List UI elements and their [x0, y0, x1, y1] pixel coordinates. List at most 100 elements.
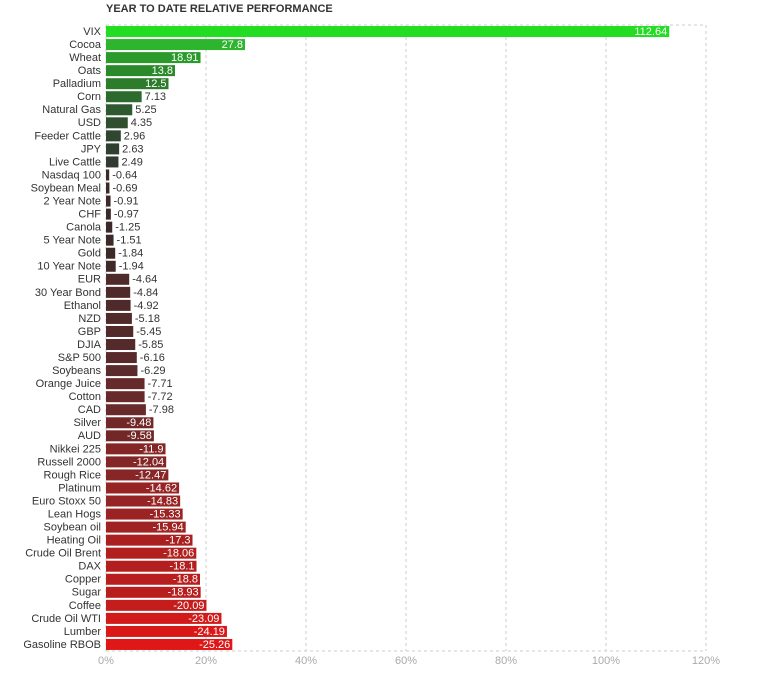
y-tick-label: Copper	[65, 574, 101, 586]
y-tick-label: Coffee	[69, 600, 101, 612]
bar	[106, 208, 111, 220]
value-label: 18.91	[171, 52, 199, 64]
value-label: -18.93	[167, 587, 198, 599]
y-tick-label: USD	[78, 117, 101, 129]
y-tick-label: Cotton	[69, 391, 101, 403]
value-label: -1.84	[118, 248, 143, 260]
value-label: -6.16	[140, 352, 165, 364]
value-label: 2.63	[122, 143, 143, 155]
bar	[106, 456, 167, 468]
value-label: -1.94	[119, 261, 144, 273]
value-label: -12.04	[133, 456, 164, 468]
y-tick-label: Lumber	[64, 626, 102, 638]
y-tick-label: DAX	[78, 561, 101, 573]
y-tick-label: Sugar	[72, 587, 102, 599]
bar	[106, 143, 120, 155]
value-label: 12.5	[145, 78, 166, 90]
y-tick-label: Canola	[66, 222, 102, 234]
bar	[106, 508, 183, 520]
y-tick-label: GBP	[78, 326, 101, 338]
value-label: -5.45	[136, 326, 161, 338]
y-tick-label: Lean Hogs	[48, 508, 102, 520]
y-tick-label: Live Cattle	[49, 156, 101, 168]
bar	[106, 260, 116, 272]
value-label: -11.9	[139, 443, 163, 455]
bar	[106, 156, 119, 168]
y-tick-label: Silver	[73, 417, 101, 429]
value-label: -18.1	[169, 561, 194, 573]
y-tick-label: 2 Year Note	[44, 195, 102, 207]
bar	[106, 26, 670, 38]
bar	[106, 482, 180, 494]
bar	[106, 117, 128, 129]
bar	[106, 417, 154, 429]
value-label: 7.13	[145, 91, 166, 103]
value-label: -9.48	[126, 417, 151, 429]
value-label: -4.64	[132, 274, 157, 286]
y-tick-label: Soybeans	[52, 365, 101, 377]
x-tick-label: 20%	[195, 655, 217, 667]
bar	[106, 221, 113, 233]
bar	[106, 586, 201, 598]
value-label: -0.97	[114, 209, 139, 221]
y-tick-label: 30 Year Bond	[35, 287, 101, 299]
y-tick-label: Heating Oil	[47, 535, 101, 547]
y-tick-label: Soybean oil	[44, 522, 102, 534]
y-tick-label: VIX	[83, 26, 101, 38]
y-tick-label: Corn	[77, 91, 101, 103]
y-tick-label: 10 Year Note	[37, 261, 101, 273]
y-tick-label: Cocoa	[69, 39, 102, 51]
y-tick-label: AUD	[78, 430, 101, 442]
value-label: -5.18	[135, 313, 160, 325]
value-label: 5.25	[135, 104, 156, 116]
y-tick-label: Palladium	[53, 78, 101, 90]
bar	[106, 547, 197, 559]
bar	[106, 495, 181, 507]
bar	[106, 625, 227, 637]
bar	[106, 365, 138, 377]
value-label: -24.19	[194, 626, 225, 638]
value-label: -0.91	[114, 195, 139, 207]
bar	[106, 299, 131, 311]
bar	[106, 443, 166, 455]
value-label: -20.09	[173, 600, 204, 612]
y-tick-label: Soybean Meal	[31, 182, 101, 194]
value-label: -7.98	[149, 404, 174, 416]
bar	[106, 169, 110, 181]
value-label: -0.64	[112, 169, 137, 181]
value-label: -18.06	[163, 548, 194, 560]
value-label: -4.92	[134, 300, 159, 312]
y-tick-label: Ethanol	[64, 300, 101, 312]
bar	[106, 325, 134, 337]
bar	[106, 391, 145, 403]
y-tick-label: Orange Juice	[36, 378, 101, 390]
bar	[106, 599, 207, 611]
value-label: -18.8	[173, 574, 198, 586]
bar	[106, 378, 145, 390]
bar	[106, 286, 131, 298]
bar	[106, 339, 136, 351]
x-tick-label: 0%	[98, 655, 114, 667]
bar	[106, 573, 200, 585]
y-tick-label: Wheat	[69, 52, 101, 64]
y-tick-label: JPY	[81, 143, 102, 155]
bar	[106, 312, 132, 324]
bar	[106, 612, 222, 624]
y-tick-label: S&P 500	[58, 352, 101, 364]
x-tick-label: 80%	[495, 655, 517, 667]
value-label: -4.84	[133, 287, 158, 299]
bar	[106, 352, 137, 364]
y-tick-label: Crude Oil Brent	[25, 548, 101, 560]
bar	[106, 195, 111, 207]
y-tick-label: DJIA	[77, 339, 102, 351]
bar	[106, 39, 245, 51]
bar	[106, 521, 186, 533]
value-label: 2.49	[121, 156, 142, 168]
value-label: 112.64	[634, 26, 667, 38]
value-label: -25.26	[199, 639, 230, 651]
y-tick-label: Nikkei 225	[50, 443, 101, 455]
value-label: -6.29	[140, 365, 165, 377]
y-tick-label: EUR	[78, 274, 101, 286]
bar	[106, 560, 197, 572]
